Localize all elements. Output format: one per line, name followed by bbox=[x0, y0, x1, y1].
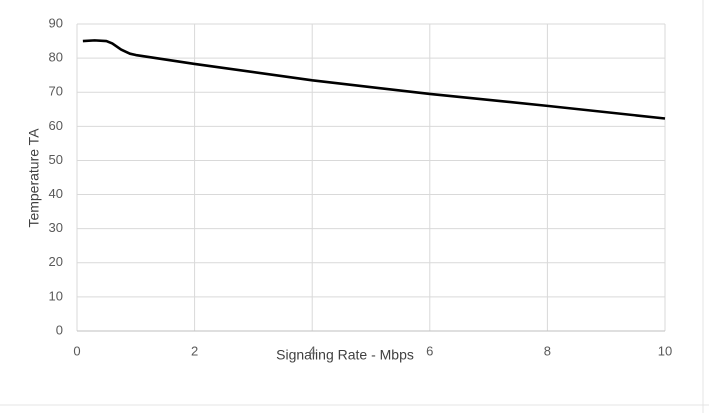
y-tick-label: 80 bbox=[49, 50, 63, 65]
y-tick-label: 10 bbox=[49, 288, 63, 303]
x-tick-label: 4 bbox=[309, 343, 316, 358]
x-tick-label: 6 bbox=[426, 343, 433, 358]
y-tick-label: 0 bbox=[56, 322, 63, 337]
y-tick-label: 20 bbox=[49, 254, 63, 269]
y-tick-label: 90 bbox=[49, 15, 63, 30]
y-tick-label: 70 bbox=[49, 84, 63, 99]
x-axis-title: Signaling Rate - Mbps bbox=[276, 347, 414, 363]
y-tick-label: 30 bbox=[49, 220, 63, 235]
x-tick-label: 2 bbox=[191, 343, 198, 358]
y-axis-title: Temperature TA bbox=[26, 128, 42, 228]
x-tick-label: 10 bbox=[658, 343, 672, 358]
y-tick-label: 50 bbox=[49, 152, 63, 167]
x-tick-label: 0 bbox=[73, 343, 80, 358]
data-line bbox=[82, 39, 666, 120]
x-tick-label: 8 bbox=[544, 343, 551, 358]
y-tick-label: 40 bbox=[49, 186, 63, 201]
y-tick-label: 60 bbox=[49, 118, 63, 133]
